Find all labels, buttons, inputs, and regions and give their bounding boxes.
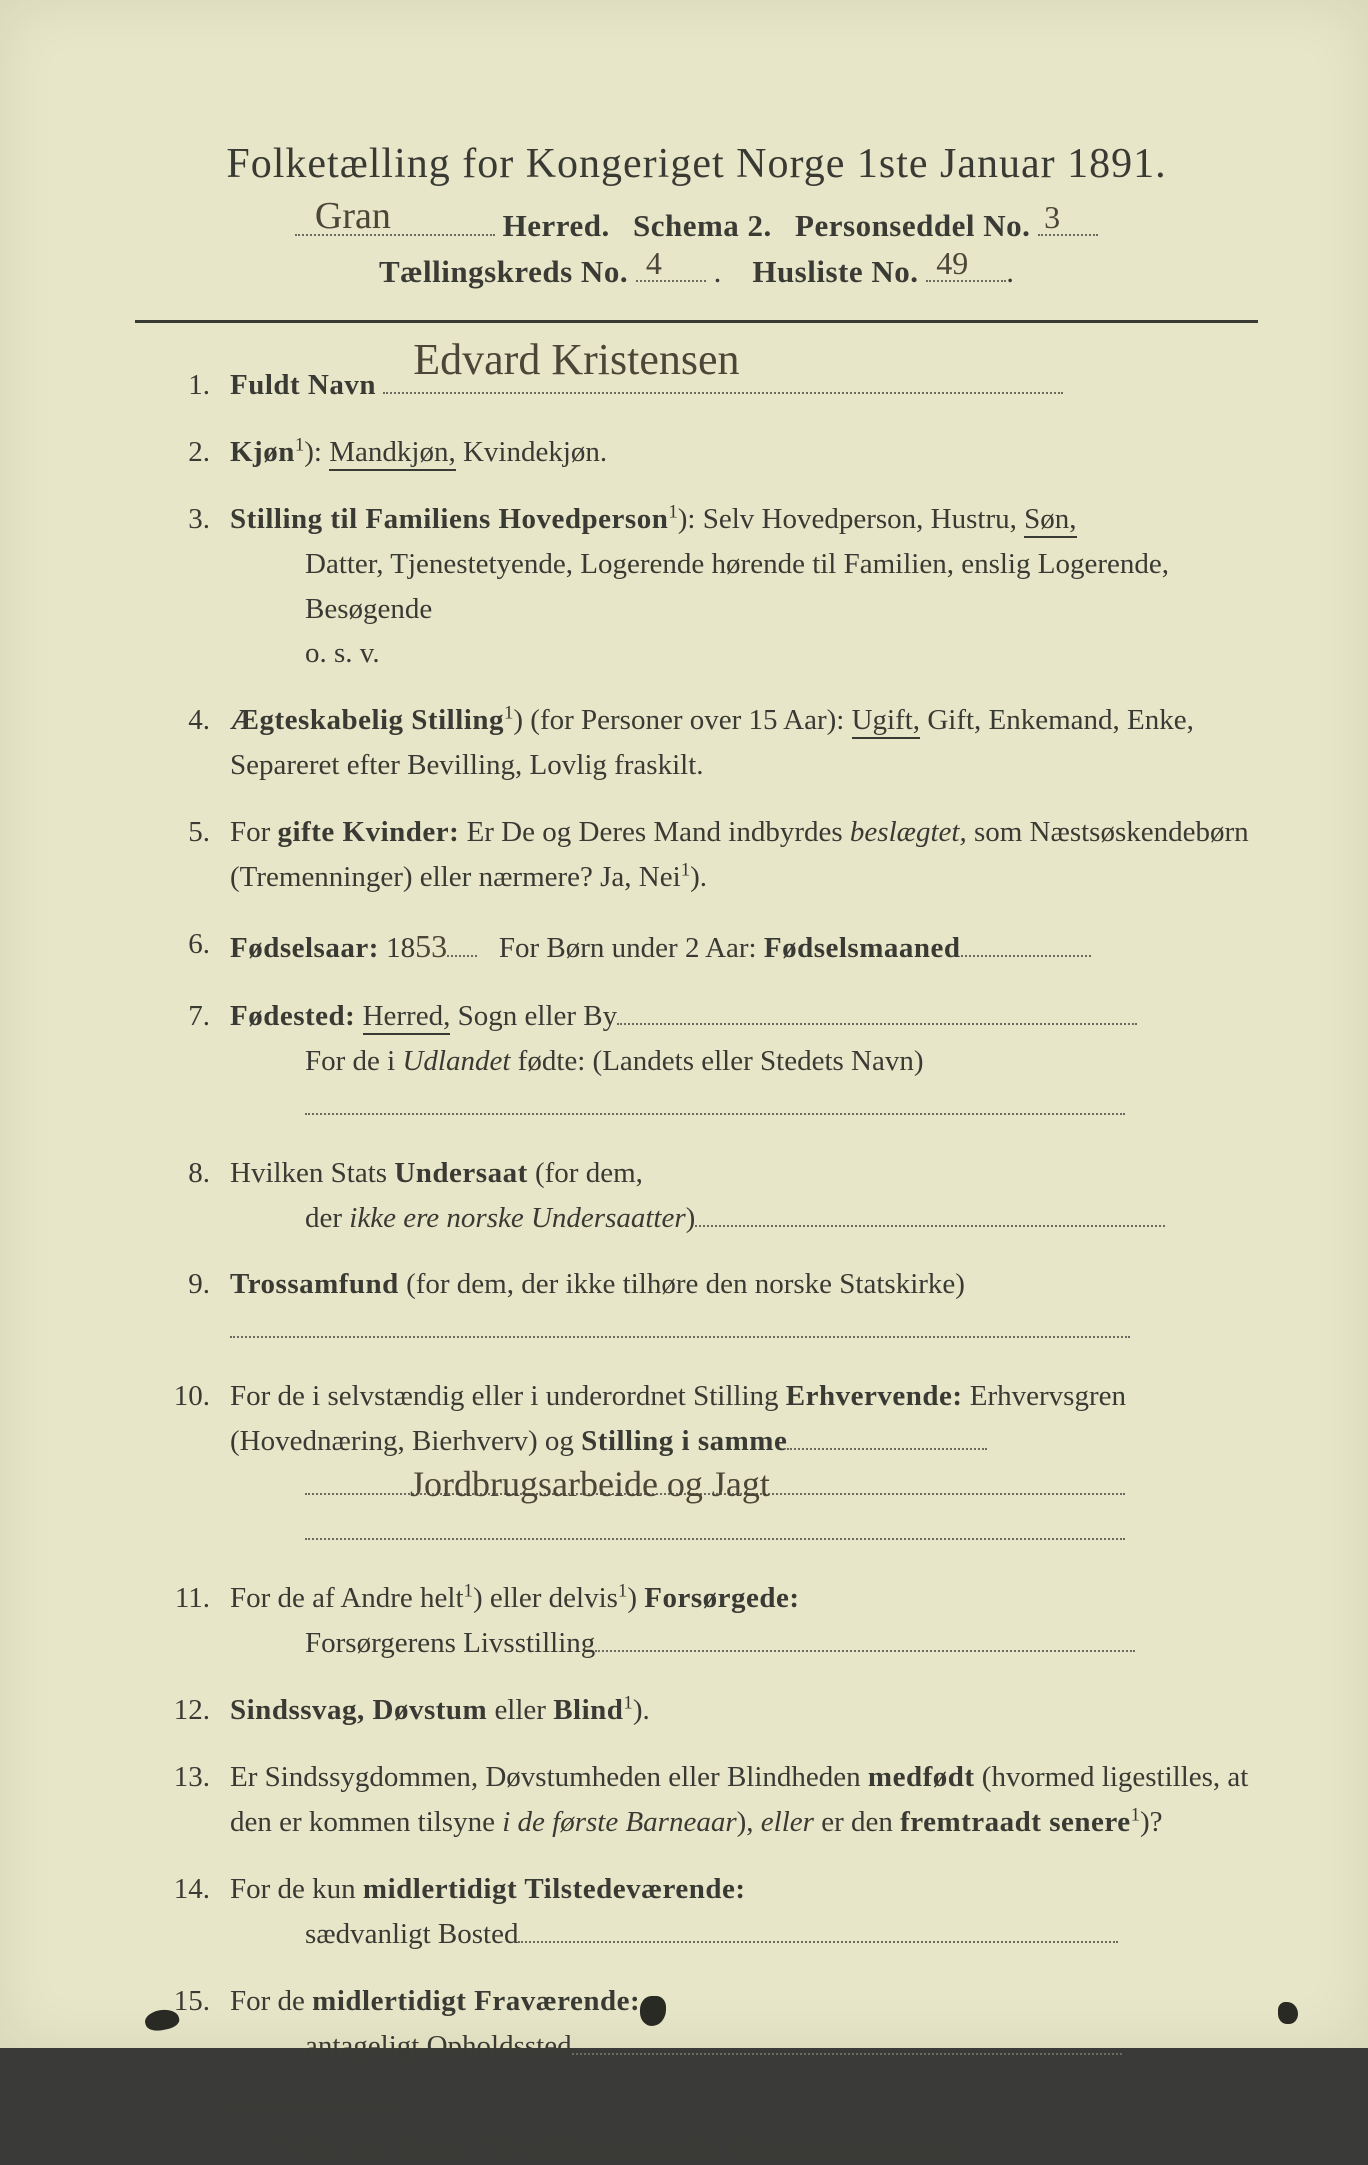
item-9: 9. Trossamfund (for dem, der ikke tilhør… [135, 1262, 1258, 1352]
item-10: 10. For de i selvstændig eller i underor… [135, 1374, 1258, 1554]
item-6: 6. Fødselsaar: 1853 For Børn under 2 Aar… [135, 922, 1258, 972]
item-11: 11. For de af Andre helt1) eller delvis1… [135, 1576, 1258, 1666]
son-underlined: Søn, [1024, 503, 1076, 538]
item-7: 7. Fødested: Herred, Sogn eller By For d… [135, 994, 1258, 1129]
herred-label: Herred. [503, 208, 610, 243]
census-form-page: Folketælling for Kongeriget Norge 1ste J… [0, 0, 1368, 2048]
herred-handwritten: Gran [315, 194, 391, 238]
header-line-2: Gran Herred. Schema 2. Personseddel No. … [135, 206, 1258, 244]
item-4: 4. Ægteskabelig Stilling1) (for Personer… [135, 698, 1258, 788]
page-title: Folketælling for Kongeriget Norge 1ste J… [135, 140, 1258, 188]
item-12: 12. Sindssvag, Døvstum eller Blind1). [135, 1688, 1258, 1733]
occupation-handwritten: Jordbrugsarbeide og Jagt [410, 1457, 770, 1513]
herred-underlined: Herred, [363, 1000, 451, 1035]
full-name-handwritten: Edvard Kristensen [413, 326, 739, 394]
item-8: 8. Hvilken Stats Undersaat (for dem, der… [135, 1151, 1258, 1241]
birth-year-hand: 53 [415, 928, 447, 964]
schema-label: Schema 2. [633, 208, 772, 243]
husliste-no: 49 [936, 245, 968, 282]
item-15: 15. For de midlertidigt Fraværende: anta… [135, 1979, 1258, 2069]
taellingskreds-label: Tællingskreds No. [379, 254, 628, 289]
husliste-label: Husliste No. [752, 254, 918, 289]
mandkjon-underlined: Mandkjøn, [329, 436, 455, 471]
personseddel-no: 3 [1044, 199, 1060, 236]
header-rule [135, 320, 1258, 323]
item-3: 3. Stilling til Familiens Hovedperson1):… [135, 497, 1258, 677]
item-2: 2. Kjøn1): Mandkjøn, Kvindekjøn. [135, 430, 1258, 475]
item-14: 14. For de kun midlertidigt Tilstedevære… [135, 1867, 1258, 1957]
item-5: 5. For gifte Kvinder: Er De og Deres Man… [135, 810, 1258, 900]
personseddel-label: Personseddel No. [795, 208, 1030, 243]
ink-blot-icon [1278, 2002, 1298, 2024]
taellingskreds-no: 4 [646, 245, 662, 282]
ugift-underlined: Ugift, [852, 704, 920, 739]
footnote: 1) De for hvert Tilfælde passende Ord un… [135, 2131, 1258, 2165]
footnote-rule [230, 2109, 400, 2111]
header-line-3: Tællingskreds No. 4 . Husliste No. 49 . [135, 252, 1258, 290]
item-1: 1. Fuldt Navn Edvard Kristensen [135, 363, 1258, 408]
item-13: 13. Er Sindssygdommen, Døvstumheden elle… [135, 1755, 1258, 1845]
